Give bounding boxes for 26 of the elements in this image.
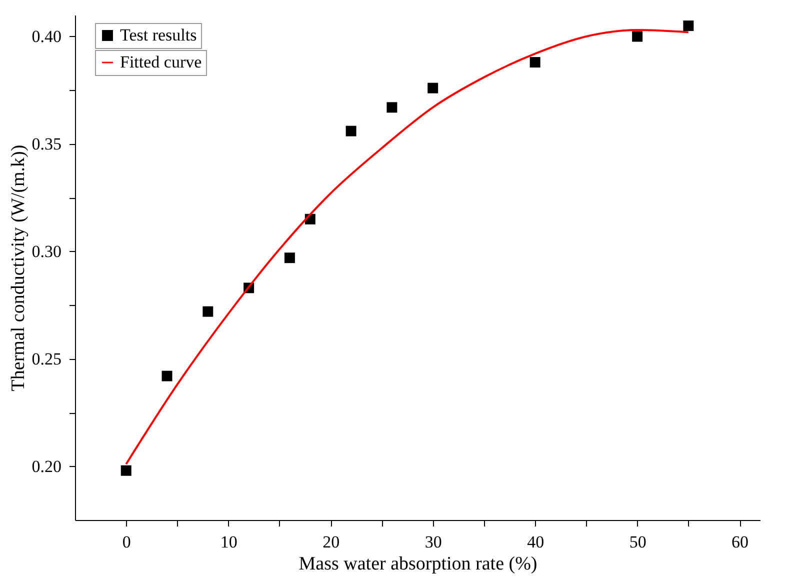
- y-tick-label: 0.35: [32, 134, 62, 154]
- point: [530, 57, 540, 68]
- legend-label: Fitted curve: [120, 52, 202, 72]
- y-tick-label: 0.40: [32, 26, 62, 46]
- x-tick-label: 30: [424, 532, 442, 552]
- point: [683, 20, 694, 31]
- x-tick-label: 10: [220, 532, 238, 552]
- x-tick-label: 60: [732, 532, 749, 552]
- y-tick-label: 0.30: [32, 242, 62, 261]
- point: [428, 82, 438, 94]
- x-tick-label: 0: [122, 532, 131, 552]
- point: [386, 102, 398, 113]
- y-axis-title: Thermal conductivity (W/(m.k)): [8, 144, 29, 392]
- x-tick-label: 20: [322, 532, 340, 552]
- y-tick-label: 0.25: [32, 349, 62, 368]
- point: [346, 126, 356, 136]
- legend-label: Test results: [120, 26, 197, 44]
- point: [120, 465, 132, 476]
- x-tick-label: 40: [527, 532, 544, 552]
- y-tick-label: 0.20: [32, 456, 62, 476]
- x-axis-title: Mass water absorption rate (%): [298, 554, 538, 574]
- point: [284, 252, 295, 264]
- point: [632, 31, 643, 42]
- point: [162, 370, 172, 382]
- point: [202, 306, 214, 317]
- x-tick-label: 50: [629, 532, 646, 552]
